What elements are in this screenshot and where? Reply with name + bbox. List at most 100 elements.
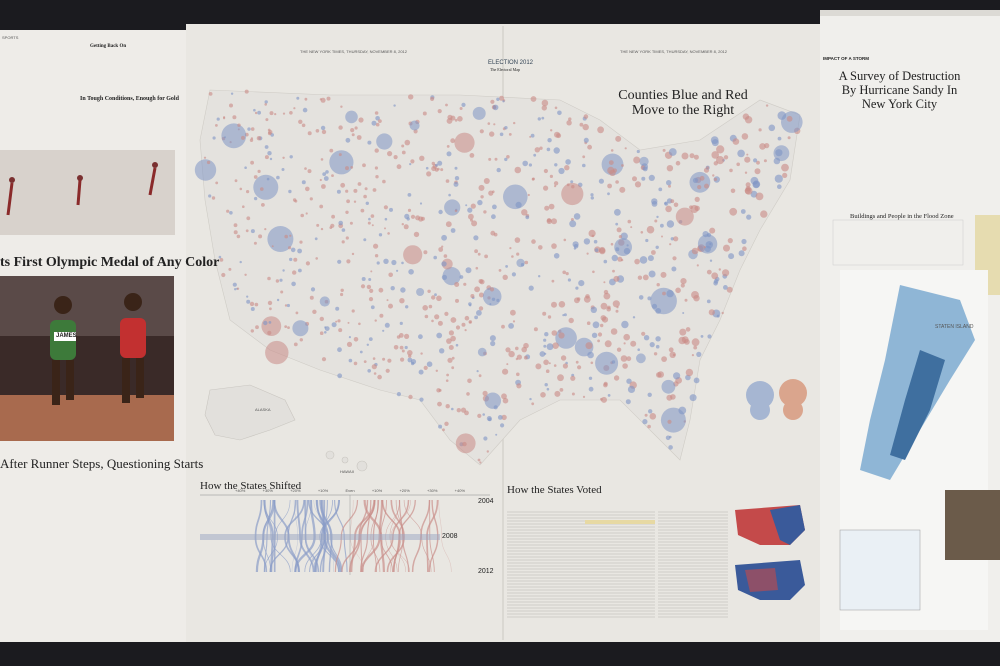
county-dot [454,282,460,287]
county-dot [374,111,379,115]
county-dot [746,214,752,220]
county-dot [319,204,324,209]
county-dot [293,342,298,347]
county-dot [522,160,528,167]
county-dot [353,361,358,366]
county-dot [269,307,272,311]
county-dot [331,322,337,328]
county-dot [282,156,285,159]
county-dot [490,99,495,104]
county-dot [543,359,549,366]
county-dot [554,390,561,397]
axis-label: +10% [317,488,329,493]
county-dot [559,388,564,392]
county-dot [514,166,522,174]
county-dot [565,272,569,276]
county-dot [673,372,681,380]
county-dot [568,317,574,324]
county-dot [691,247,699,255]
county-dot [435,163,438,167]
county-dot [570,180,574,184]
county-dot [477,347,487,357]
county-dot [366,284,372,290]
county-dot [400,287,406,293]
county-dot [410,159,415,164]
county-dot [601,396,607,403]
county-dot [551,243,557,249]
county-dot [304,97,308,101]
county-dot [655,344,660,349]
county-dot [384,227,386,230]
county-dot [713,281,718,286]
county-dot [460,407,467,413]
county-dot [603,259,608,264]
county-dot [516,383,522,389]
county-dot [741,133,749,140]
county-dot [520,263,525,267]
county-dot [732,138,740,145]
county-dot [400,357,405,362]
county-dot [378,287,384,293]
county-dot [508,323,514,329]
county-dot [450,115,456,121]
county-dot [340,288,344,292]
county-dot [338,220,344,226]
county-dot [264,145,269,149]
county-dot [613,375,620,381]
county-dot [655,245,659,249]
county-dot [709,227,716,234]
county-dot [212,136,216,140]
county-dot [370,305,375,310]
county-dot [302,107,308,113]
county-dot [338,153,342,157]
county-dot [662,148,666,152]
county-dot [345,166,349,171]
county-dot [437,401,442,407]
county-dot [284,304,288,307]
county-dot [476,370,479,373]
county-dot [492,104,499,111]
county-dot [320,125,326,131]
county-dot [531,402,535,406]
county-dot [315,129,320,133]
county-dot [454,118,458,122]
county-dot [233,223,238,228]
county-dot [444,311,449,316]
county-dot [346,341,353,347]
county-dot [640,231,644,234]
county-dot [454,209,458,213]
county-dot [529,397,532,401]
county-dot [261,203,265,207]
county-dot [541,99,549,107]
county-dot [341,228,346,232]
county-dot [363,238,367,242]
county-dot [415,215,421,221]
county-dot [585,342,593,350]
county-dot [294,199,298,203]
county-dot [298,268,302,273]
county-dot [646,225,655,234]
county-dot [374,254,379,258]
county-dot [246,299,251,304]
county-dot [499,95,505,101]
county-dot [729,168,733,173]
county-dot [382,357,386,361]
county-dot [712,174,715,177]
county-dot [250,127,255,131]
county-dot [250,329,254,333]
county-dot [482,390,488,396]
county-dot [622,363,628,369]
county-dot [416,288,425,296]
county-dot [582,163,586,168]
county-dot [229,211,233,215]
county-dot [502,397,509,404]
county-dot [418,334,423,340]
county-dot [477,199,483,206]
county-dot [477,413,482,418]
county-dot [613,275,620,282]
county-dot [292,270,297,275]
county-dot [230,92,234,95]
county-dot [470,294,475,298]
hawaii-shape [325,450,368,472]
county-dot [307,131,312,136]
